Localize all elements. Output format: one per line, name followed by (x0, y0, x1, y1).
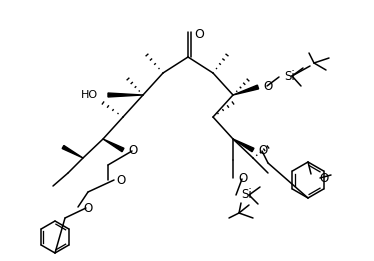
Polygon shape (233, 139, 254, 152)
Polygon shape (233, 85, 258, 95)
Text: O: O (238, 173, 247, 186)
Text: Si: Si (241, 188, 252, 201)
Text: O: O (258, 145, 267, 157)
Text: O: O (116, 174, 125, 187)
Text: Si: Si (284, 69, 295, 82)
Polygon shape (103, 139, 124, 152)
Polygon shape (108, 93, 143, 97)
Text: O: O (263, 80, 272, 92)
Polygon shape (62, 145, 83, 158)
Text: O: O (194, 27, 204, 40)
Text: O: O (128, 145, 137, 157)
Text: HO: HO (81, 90, 98, 100)
Text: O: O (83, 201, 92, 215)
Text: O: O (319, 171, 328, 185)
